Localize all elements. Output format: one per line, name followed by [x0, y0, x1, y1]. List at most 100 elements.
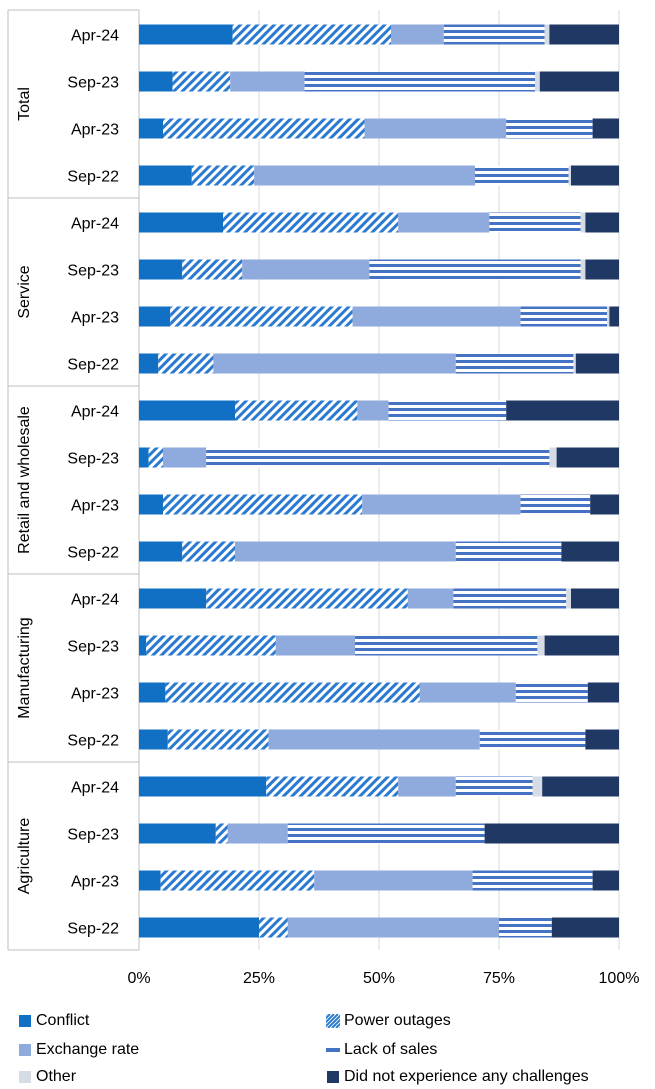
- bar-segment: [489, 212, 581, 233]
- bar-segment: [549, 447, 557, 468]
- x-tick-label: 25%: [243, 970, 275, 987]
- bars: [139, 24, 619, 938]
- bar-segment: [520, 306, 607, 327]
- row-label: Sep-22: [67, 921, 119, 938]
- group-label: Manufacturing: [16, 617, 33, 718]
- bar-segment: [139, 588, 207, 609]
- bar-segment: [506, 400, 619, 421]
- bar-segment: [139, 259, 183, 280]
- bar-segment: [275, 635, 355, 656]
- row-label: Sep-22: [67, 733, 119, 750]
- bar-segment: [227, 823, 288, 844]
- bar-segment: [139, 118, 163, 139]
- bar-segment: [551, 917, 619, 938]
- row-label: Sep-23: [67, 639, 119, 656]
- bar-segment: [499, 917, 552, 938]
- bar-segment: [139, 823, 216, 844]
- bar-segment: [148, 447, 163, 468]
- bar-segment: [139, 71, 173, 92]
- bar-segment: [139, 776, 267, 797]
- bar-segment: [369, 259, 581, 280]
- bar-segment: [235, 541, 456, 562]
- bar-segment: [539, 71, 619, 92]
- bar-segment: [287, 823, 485, 844]
- bar-segment: [139, 541, 183, 562]
- bar-segment: [206, 588, 408, 609]
- bar-segment: [398, 212, 490, 233]
- bar-segment: [362, 494, 521, 515]
- bar-segment: [455, 541, 562, 562]
- bar-segment: [139, 870, 161, 891]
- bar-segment: [585, 729, 619, 750]
- bar-segment: [182, 259, 243, 280]
- bar-segment: [139, 165, 192, 186]
- x-axis-ticks: 0% 25% 50% 75% 100%: [127, 970, 639, 987]
- row-label: Apr-24: [71, 28, 119, 45]
- bar-segment: [139, 353, 159, 374]
- bar-segment: [607, 306, 610, 327]
- bar-segment: [453, 588, 567, 609]
- bar-segment: [191, 165, 255, 186]
- row-label: Sep-22: [67, 169, 119, 186]
- bar-segment: [242, 259, 370, 280]
- bar-segment: [388, 400, 507, 421]
- bar-segment: [266, 776, 399, 797]
- bar-segment: [561, 541, 619, 562]
- bar-segment: [484, 823, 619, 844]
- bar-segment: [506, 118, 593, 139]
- row-label: Sep-22: [67, 545, 119, 562]
- bar-segment: [455, 353, 574, 374]
- bar-segment: [580, 259, 586, 280]
- row-label: Apr-24: [71, 404, 119, 421]
- row-label: Sep-23: [67, 451, 119, 468]
- bar-segment: [146, 635, 276, 656]
- row-label: Apr-24: [71, 780, 119, 797]
- bar-segment: [314, 870, 473, 891]
- row-label: Apr-24: [71, 592, 119, 609]
- bar-segment: [160, 870, 315, 891]
- bar-segment: [592, 118, 619, 139]
- bar-segment: [215, 823, 228, 844]
- bar-segment: [139, 447, 149, 468]
- row-label: Apr-24: [71, 216, 119, 233]
- bar-segment: [585, 212, 619, 233]
- bar-segment: [535, 71, 540, 92]
- bar-segment: [170, 306, 353, 327]
- bar-segment: [609, 306, 619, 327]
- bar-segment: [254, 165, 475, 186]
- row-label: Apr-23: [71, 122, 119, 139]
- row-label: Sep-22: [67, 357, 119, 374]
- bar-segment: [139, 24, 233, 45]
- bar-segment: [163, 118, 365, 139]
- bar-segment: [391, 24, 444, 45]
- group-labels: Total Service Retail and wholesale Manufact…: [16, 87, 33, 894]
- group-label: Total: [16, 87, 33, 121]
- bar-segment: [259, 917, 288, 938]
- row-label: Sep-23: [67, 75, 119, 92]
- row-label: Apr-23: [71, 310, 119, 327]
- row-label: Apr-23: [71, 498, 119, 515]
- row-label: Apr-23: [71, 874, 119, 891]
- bar-segment: [515, 682, 588, 703]
- gridlines: [138, 10, 620, 950]
- bar-segment: [575, 353, 619, 374]
- bar-segment: [139, 917, 259, 938]
- bar-segment: [544, 635, 619, 656]
- bar-segment: [556, 447, 619, 468]
- bar-segment: [566, 588, 571, 609]
- bar-segment: [268, 729, 480, 750]
- row-label: Sep-23: [67, 263, 119, 280]
- x-tick-label: 100%: [599, 970, 640, 987]
- bar-segment: [443, 24, 545, 45]
- bar-segment: [232, 24, 391, 45]
- bar-segment: [235, 400, 358, 421]
- bar-segment: [479, 729, 586, 750]
- bar-segment: [580, 212, 586, 233]
- bar-segment: [355, 635, 538, 656]
- group-label: Agriculture: [16, 818, 33, 895]
- bar-segment: [158, 353, 214, 374]
- x-tick-label: 0%: [127, 970, 150, 987]
- bar-segment: [213, 353, 456, 374]
- group-label: Retail and wholesale: [16, 406, 33, 554]
